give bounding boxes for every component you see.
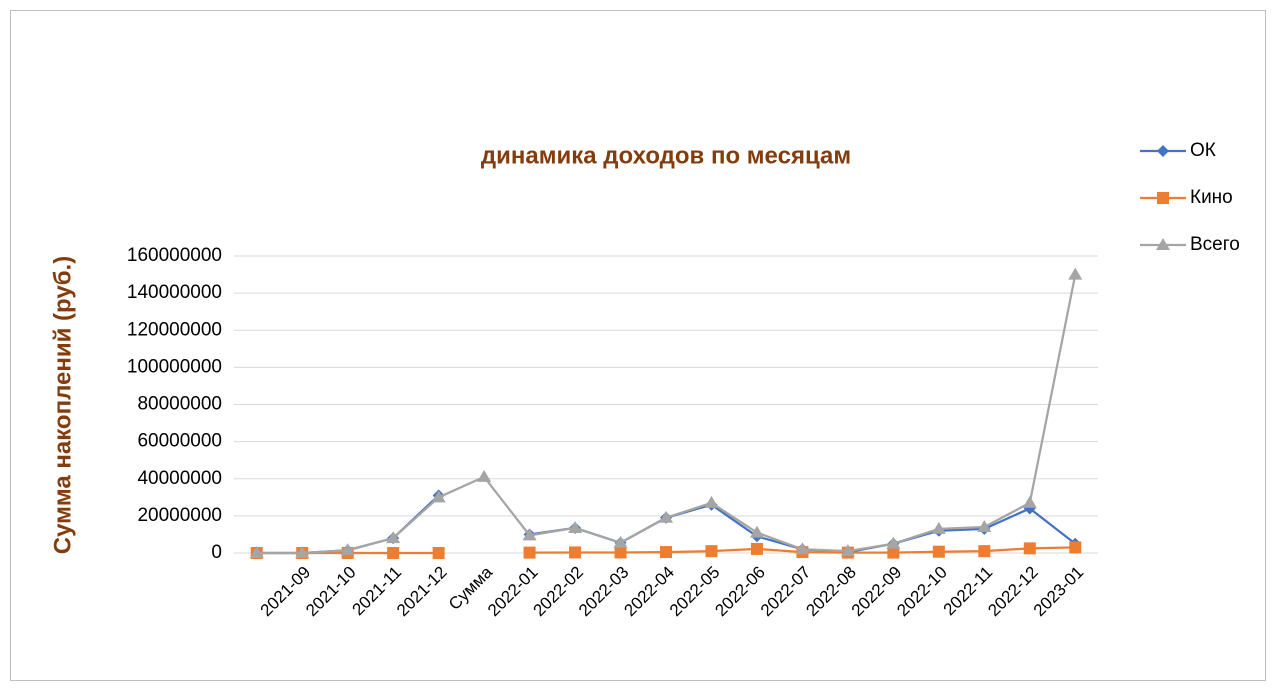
point <box>886 536 901 549</box>
legend-marker <box>1157 192 1169 204</box>
legend-marker <box>1157 145 1169 157</box>
legend-label: Всего <box>1190 234 1240 255</box>
point <box>659 510 673 523</box>
point <box>750 542 763 555</box>
chart-title: динамика доходов по месяцам <box>481 142 851 169</box>
point <box>704 495 719 508</box>
point <box>568 520 583 533</box>
y-tick-label: 80000000 <box>137 394 222 415</box>
y-tick-label: 60000000 <box>137 431 222 452</box>
point <box>522 528 537 541</box>
point <box>387 547 400 559</box>
point <box>1069 541 1082 554</box>
y-axis-label: Сумма накоплений (руб.) <box>49 256 76 554</box>
point <box>978 545 991 558</box>
y-tick-label: 0 <box>211 542 222 563</box>
point <box>840 544 855 557</box>
point <box>432 547 445 559</box>
point <box>705 545 718 558</box>
y-tick-label: 20000000 <box>137 505 222 526</box>
point <box>1068 267 1083 280</box>
point <box>477 469 492 482</box>
legend-label: ОК <box>1190 140 1216 161</box>
point <box>249 546 264 558</box>
point <box>977 520 992 533</box>
point <box>660 546 672 559</box>
y-tick-label: 140000000 <box>127 282 222 303</box>
point <box>932 545 945 558</box>
point <box>523 546 536 559</box>
point <box>431 490 446 503</box>
y-tick-label: 40000000 <box>137 468 222 489</box>
point <box>887 546 900 559</box>
y-tick-label: 160000000 <box>127 245 222 266</box>
point <box>295 546 310 558</box>
point <box>340 543 355 556</box>
point <box>1023 542 1036 555</box>
point <box>1022 495 1037 508</box>
chart-frame <box>10 10 1266 681</box>
y-tick-label: 100000000 <box>127 356 222 377</box>
point <box>569 546 582 559</box>
point <box>795 542 810 555</box>
point <box>613 535 628 548</box>
point <box>749 525 764 538</box>
legend-marker <box>1156 238 1170 250</box>
point <box>386 531 401 544</box>
y-tick-label: 120000000 <box>127 319 222 340</box>
legend-label: Кино <box>1190 187 1233 208</box>
point <box>614 546 627 559</box>
point <box>931 521 946 534</box>
